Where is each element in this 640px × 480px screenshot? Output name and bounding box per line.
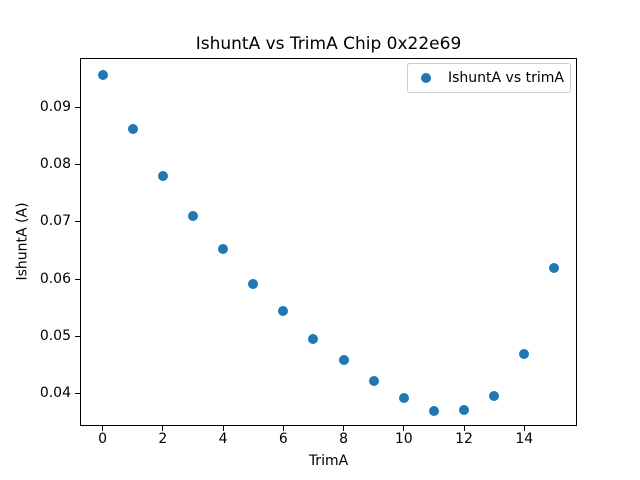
scatter-point (97, 69, 108, 80)
x-tick-mark (282, 426, 284, 431)
x-tick-label: 12 (455, 431, 473, 447)
y-tick-mark (75, 393, 80, 395)
x-tick-label: 8 (339, 431, 348, 447)
y-tick-mark (75, 106, 80, 108)
scatter-point (278, 305, 289, 316)
scatter-point (308, 333, 319, 344)
scatter-point (489, 390, 500, 401)
x-tick-label: 14 (515, 431, 534, 447)
x-tick-label: 6 (278, 431, 288, 447)
x-tick-label: 10 (394, 431, 413, 447)
x-tick-mark (102, 426, 104, 431)
scatter-point (519, 349, 530, 360)
scatter-point (428, 405, 439, 416)
plot-area (80, 58, 577, 426)
y-tick-mark (75, 221, 80, 223)
y-tick-mark (75, 164, 80, 166)
x-tick-mark (463, 426, 465, 431)
scatter-point (398, 393, 409, 404)
scatter-point (338, 355, 349, 366)
legend-label: IshuntA vs trimA (448, 69, 564, 86)
scatter-point (248, 278, 259, 289)
chart-title: IshuntA vs TrimA Chip 0x22e69 (195, 34, 462, 54)
y-tick-label: 0.05 (39, 328, 71, 345)
y-tick-label: 0.06 (39, 270, 71, 287)
x-tick-mark (343, 426, 345, 431)
scatter-point (157, 170, 168, 181)
legend: IshuntA vs trimA (407, 63, 571, 93)
x-tick-label: 0 (98, 431, 108, 447)
y-tick-label: 0.08 (39, 156, 71, 173)
y-tick-mark (75, 278, 80, 280)
x-axis-label: TrimA (308, 453, 349, 469)
scatter-point (127, 124, 138, 135)
scatter-point (549, 262, 560, 273)
x-tick-mark (523, 426, 525, 431)
y-tick-label: 0.07 (39, 213, 71, 230)
scatter-point (218, 244, 229, 255)
y-tick-label: 0.09 (39, 98, 71, 115)
x-tick-label: 4 (218, 431, 228, 447)
y-tick-label: 0.04 (39, 385, 71, 402)
scatter-point (187, 210, 198, 221)
scatter-point (459, 404, 470, 415)
y-tick-mark (75, 336, 80, 338)
x-tick-mark (403, 426, 405, 431)
x-tick-label: 2 (158, 431, 168, 447)
scatter-point (368, 375, 379, 386)
x-tick-mark (222, 426, 224, 431)
x-tick-mark (162, 426, 164, 431)
legend-marker-icon (421, 73, 431, 83)
